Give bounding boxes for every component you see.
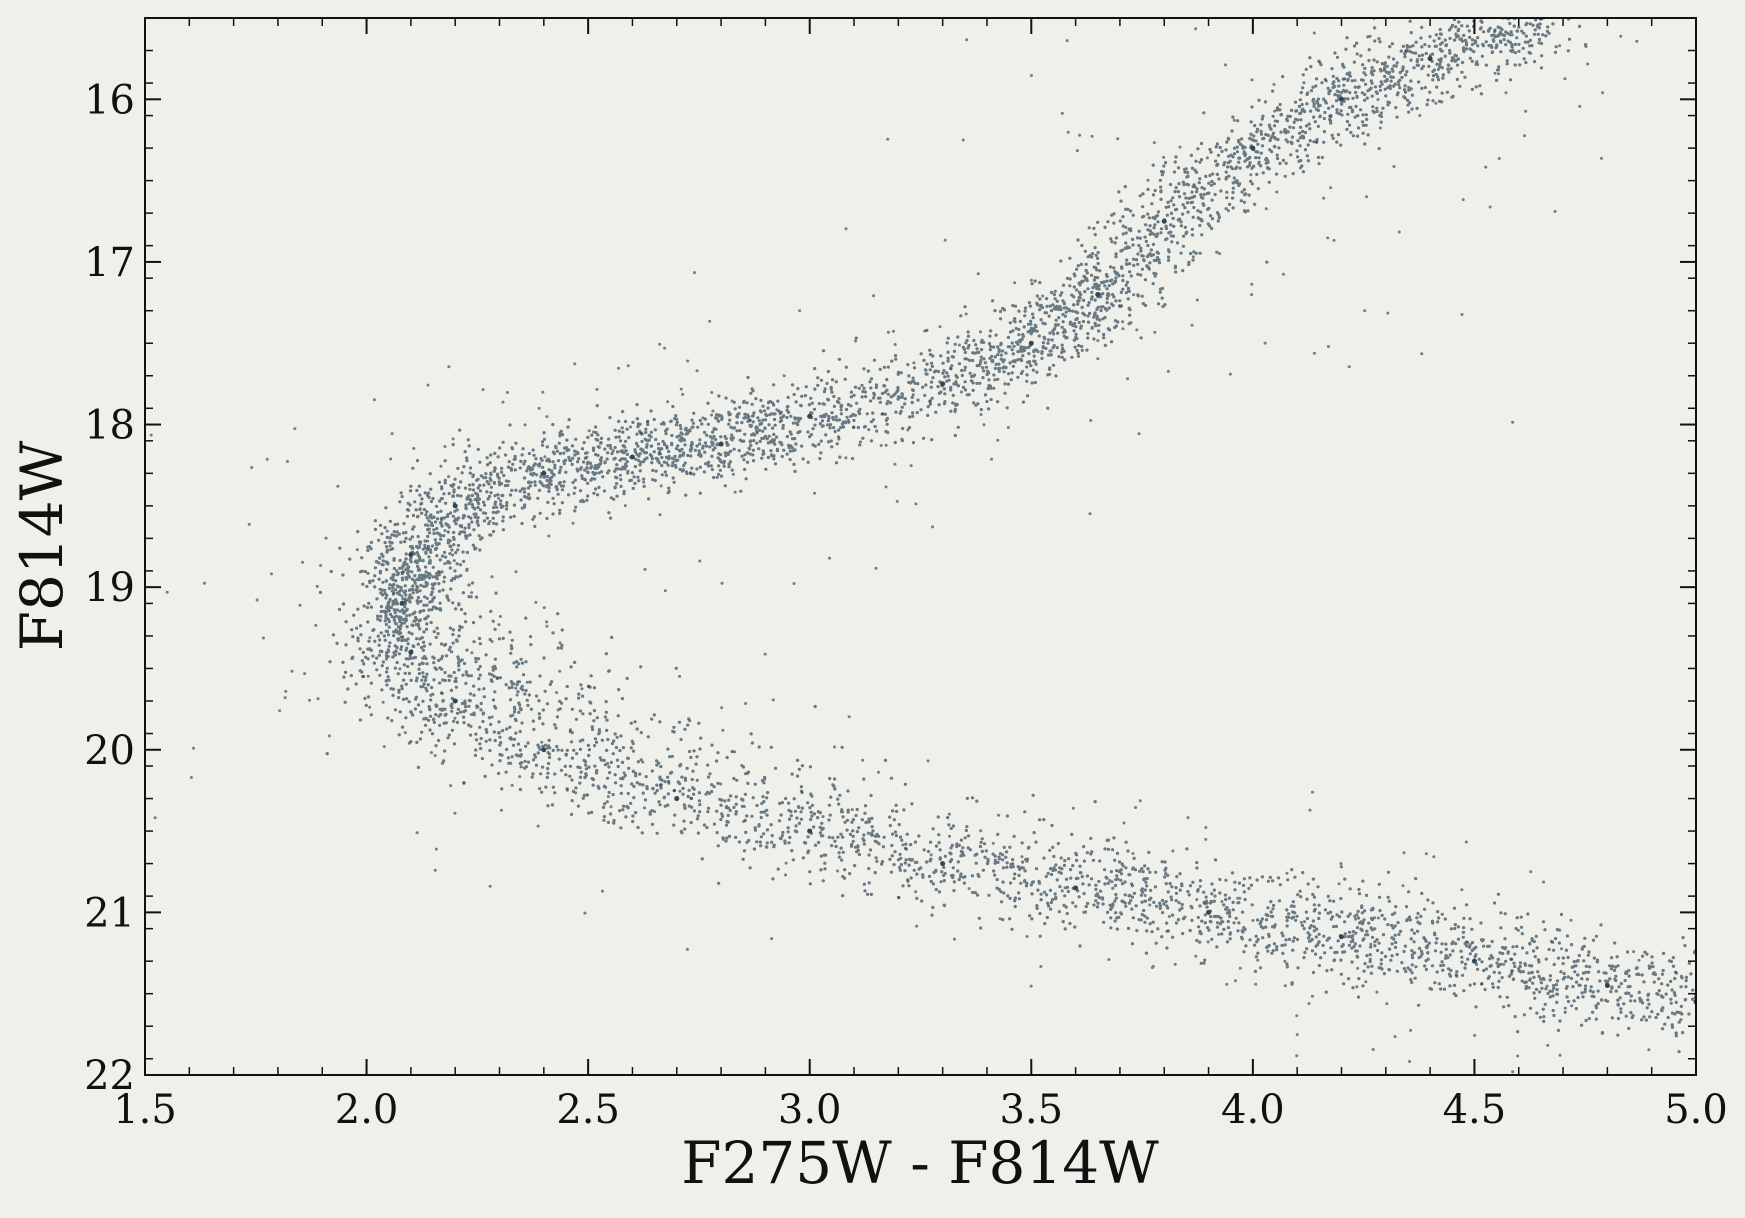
- x-tick-label: 2.0: [335, 1087, 399, 1133]
- ridge-point: [1250, 145, 1256, 151]
- ridge-point: [452, 698, 458, 704]
- ridge-point: [399, 600, 405, 606]
- ridge-point: [1028, 340, 1034, 346]
- y-tick-label: 22: [84, 1053, 135, 1099]
- data-points: [149, 18, 1696, 1074]
- y-tick-label: 18: [84, 403, 135, 449]
- ridge-point: [1338, 934, 1344, 940]
- x-tick-label: 3.0: [778, 1087, 842, 1133]
- y-tick-labels: 16 17 18 19 20 21 22: [84, 77, 135, 1099]
- y-tick-label: 19: [84, 565, 135, 611]
- x-axis-label: F275W - F814W: [681, 1129, 1159, 1197]
- x-tick-label: 1.5: [113, 1087, 177, 1133]
- x-tick-label: 4.0: [1221, 1087, 1285, 1133]
- x-tick-label: 5.0: [1664, 1087, 1728, 1133]
- ridge-point: [940, 861, 946, 867]
- ridge-point: [940, 381, 946, 387]
- ridge-point: [1161, 218, 1167, 224]
- x-tick-label: 2.5: [556, 1087, 620, 1133]
- ridge-point: [1206, 909, 1212, 915]
- ridge-point: [1427, 56, 1433, 62]
- ridge-point: [541, 747, 547, 753]
- ridge-point: [1604, 983, 1610, 989]
- y-tick-label: 16: [84, 77, 135, 123]
- x-tick-labels: 1.5 2.0 2.5 3.0 3.5 4.0 4.5 5.0: [113, 1087, 1728, 1133]
- ridge-point: [408, 649, 414, 655]
- ridge-point: [1471, 958, 1477, 964]
- ridge-point: [1095, 291, 1101, 297]
- y-tick-label: 20: [84, 728, 135, 774]
- x-tick-label: 3.5: [999, 1087, 1063, 1133]
- ridge-point: [718, 441, 724, 447]
- outlier-points: [149, 18, 1679, 1074]
- star-points: [318, 18, 1696, 1054]
- ridge-point: [1073, 885, 1079, 891]
- ridge-point: [807, 828, 813, 834]
- ridge-point: [452, 503, 458, 509]
- ridge-point: [807, 413, 813, 419]
- y-tick-label: 21: [84, 890, 135, 936]
- ridge-point: [674, 796, 680, 802]
- ridge-point: [629, 454, 635, 460]
- y-tick-label: 17: [84, 240, 135, 286]
- y-axis-label: F814W: [8, 440, 76, 651]
- ridge-point: [541, 470, 547, 476]
- ridge-point: [1338, 96, 1344, 102]
- ridge-point: [408, 552, 414, 558]
- plot-frame: [144, 17, 1697, 1076]
- x-tick-label: 4.5: [1443, 1087, 1507, 1133]
